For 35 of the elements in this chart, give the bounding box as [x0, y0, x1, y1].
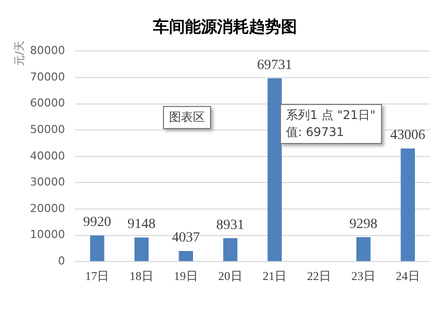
- bar: [178, 250, 194, 262]
- bar: [134, 238, 149, 262]
- x-tick-label: 22日: [307, 268, 332, 283]
- x-tick-label: 23日: [351, 268, 376, 283]
- bar: [268, 78, 282, 262]
- y-tick-label: 20000: [30, 202, 65, 215]
- data-label: 43006: [390, 128, 426, 144]
- bar: [223, 238, 238, 262]
- x-tick-label: 21日: [262, 268, 287, 283]
- y-tick-label: 40000: [30, 149, 65, 162]
- y-axis-title: 元/天: [12, 40, 26, 66]
- data-label: 8931: [216, 218, 244, 233]
- y-tick-label: 80000: [30, 44, 65, 58]
- y-tick-label: 50000: [30, 122, 65, 136]
- annotation: 系列1 点 "21日" 值: 69731: [280, 104, 382, 144]
- chart-title: 车间能源消耗趋势图: [152, 16, 297, 36]
- x-tick-label: 17日: [85, 268, 110, 283]
- bar: [90, 236, 104, 262]
- annotation: 图表区: [163, 106, 211, 129]
- bar: [356, 237, 371, 262]
- y-tick-label: 60000: [30, 96, 65, 110]
- data-label: 9298: [349, 216, 378, 232]
- data-label: 9148: [128, 217, 156, 232]
- x-tick-label: 20日: [218, 268, 242, 283]
- y-tick-label: 0: [58, 254, 65, 268]
- data-label: 69731: [257, 58, 292, 73]
- bar: [400, 148, 415, 262]
- y-tick-label: 30000: [30, 176, 65, 189]
- x-tick-label: 19日: [174, 268, 198, 283]
- data-label: 9920: [83, 215, 112, 230]
- x-tick-label: 18日: [130, 268, 154, 283]
- x-tick-label: 24日: [396, 268, 420, 283]
- y-tick-label: 10000: [30, 228, 65, 242]
- y-tick-label: 70000: [30, 70, 65, 84]
- data-label: 4037: [172, 230, 200, 246]
